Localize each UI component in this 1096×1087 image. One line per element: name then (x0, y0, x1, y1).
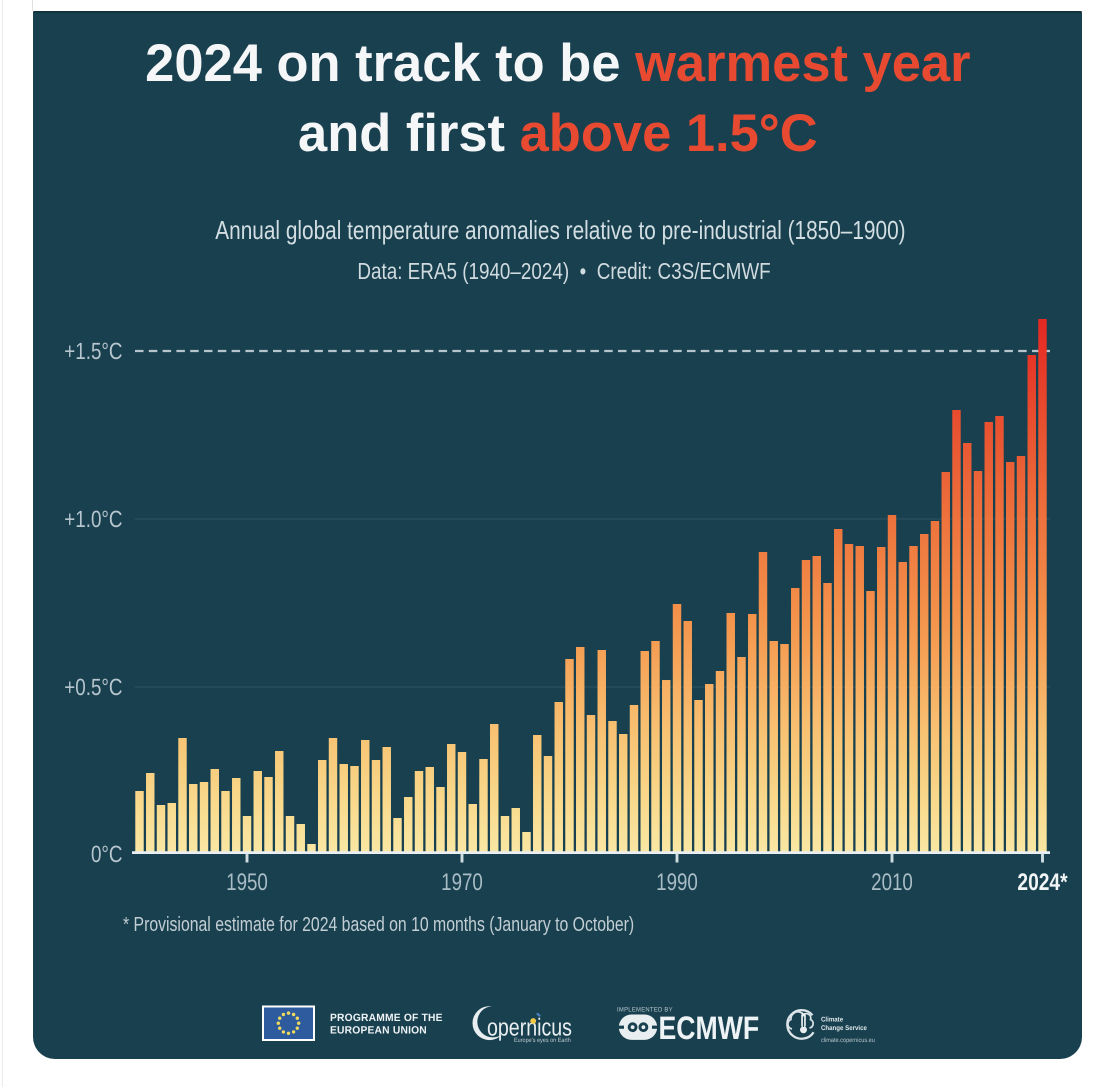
svg-text:EUROPEAN UNION: EUROPEAN UNION (330, 1025, 427, 1037)
svg-text:1970: 1970 (441, 869, 483, 896)
svg-text:+0.5°C: +0.5°C (64, 674, 122, 700)
svg-text:1990: 1990 (656, 869, 698, 896)
svg-text:IMPLEMENTED BY: IMPLEMENTED BY (617, 1007, 673, 1014)
svg-text:Change Service: Change Service (821, 1025, 867, 1032)
svg-text:0°C: 0°C (91, 841, 123, 867)
svg-text:PROGRAMME OF THE: PROGRAMME OF THE (330, 1012, 443, 1024)
svg-text:+1.0°C: +1.0°C (64, 506, 122, 532)
svg-text:Europe's eyes on Earth: Europe's eyes on Earth (514, 1037, 571, 1044)
svg-text:ECMWF: ECMWF (659, 1010, 760, 1046)
svg-text:2024*: 2024* (1017, 869, 1068, 896)
svg-text:+1.5°C: +1.5°C (64, 338, 122, 364)
svg-text:opernicus: opernicus (487, 1015, 572, 1042)
svg-text:1950: 1950 (226, 869, 268, 896)
svg-text:Climate: Climate (821, 1017, 843, 1024)
svg-text:2010: 2010 (871, 869, 913, 896)
svg-text:climate.copernicus.eu: climate.copernicus.eu (821, 1037, 875, 1044)
